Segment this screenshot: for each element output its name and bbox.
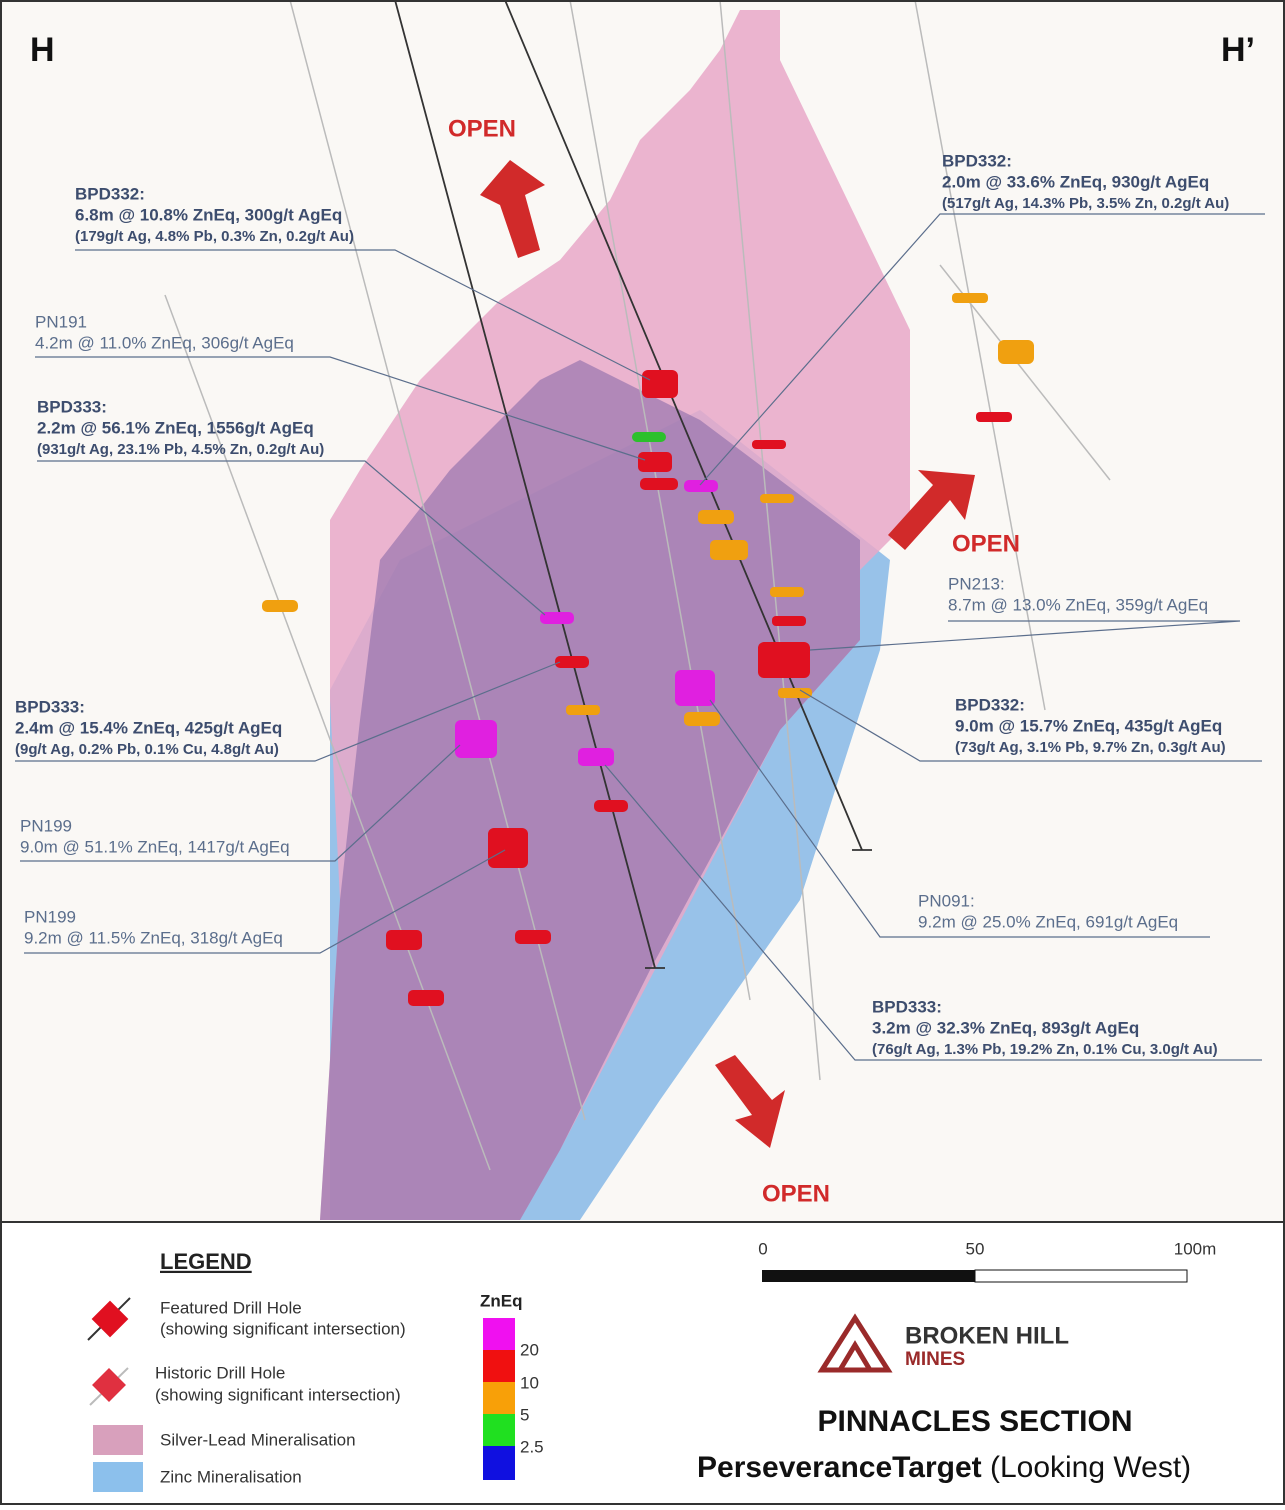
- legend-item: Historic Drill Hole: [155, 1363, 285, 1382]
- callout-line: 2.2m @ 56.1% ZnEq, 1556g/t AgEq: [37, 418, 314, 437]
- callout-line: 2.0m @ 33.6% ZnEq, 930g/t AgEq: [942, 172, 1209, 191]
- legend-title: LEGEND: [160, 1249, 252, 1274]
- callout-line: BPD333:: [15, 697, 85, 716]
- callout-line: PN091:: [918, 891, 975, 910]
- page: H H’ OPEN OPEN OPEN BPD332: 6.8m @ 10.8% …: [0, 0, 1285, 1505]
- callout-line: PN199: [20, 816, 72, 835]
- scale-bar: [762, 1270, 975, 1282]
- callout-line: 8.7m @ 13.0% ZnEq, 359g/t AgEq: [948, 595, 1208, 614]
- open-label: OPEN: [952, 530, 1020, 557]
- legend-item: Featured Drill Hole: [160, 1298, 302, 1317]
- callout-line: BPD332:: [75, 184, 145, 203]
- open-label: OPEN: [448, 115, 516, 142]
- callout-line: (9g/t Ag, 0.2% Pb, 0.1% Cu, 4.8g/t Au): [15, 741, 279, 758]
- scale-bar-label: 100m: [1174, 1239, 1217, 1258]
- scale-bar-label: 0: [758, 1239, 767, 1258]
- subtitle-normal: (Looking West): [990, 1451, 1191, 1484]
- callout-line: 9.2m @ 25.0% ZnEq, 691g/t AgEq: [918, 912, 1178, 931]
- logo-text: BROKEN HILL: [905, 1322, 1069, 1349]
- scale-label: 10: [520, 1373, 539, 1392]
- callout-line: PN191: [35, 312, 87, 331]
- callout-line: 2.4m @ 15.4% ZnEq, 425g/t AgEq: [15, 718, 282, 737]
- callout-line: (931g/t Ag, 23.1% Pb, 4.5% Zn, 0.2g/t Au…: [37, 441, 324, 458]
- scale-bar: [975, 1270, 1187, 1282]
- title: PINNACLES SECTION: [817, 1405, 1132, 1438]
- subtitle: PerseveranceTarget (Looking West): [697, 1451, 1191, 1484]
- callout-line: 6.8m @ 10.8% ZnEq, 300g/t AgEq: [75, 205, 342, 224]
- callout-line: PN199: [24, 907, 76, 926]
- scale-label: 2.5: [520, 1437, 544, 1456]
- callout-line: BPD333:: [872, 997, 942, 1016]
- section-left: H: [30, 31, 55, 69]
- callout-line: 9.2m @ 11.5% ZnEq, 318g/t AgEq: [24, 928, 283, 947]
- callout-line: 9.0m @ 15.7% ZnEq, 435g/t AgEq: [955, 716, 1222, 735]
- callout-line: BPD332:: [942, 151, 1012, 170]
- callout-line: 4.2m @ 11.0% ZnEq, 306g/t AgEq: [35, 333, 294, 352]
- logo-text: MINES: [905, 1349, 965, 1370]
- legend-item: (showing significant intersection): [155, 1385, 401, 1404]
- callout-line: (179g/t Ag, 4.8% Pb, 0.3% Zn, 0.2g/t Au): [75, 228, 354, 245]
- callout-line: 9.0m @ 51.1% ZnEq, 1417g/t AgEq: [20, 837, 290, 856]
- callout-line: (76g/t Ag, 1.3% Pb, 19.2% Zn, 0.1% Cu, 3…: [872, 1041, 1218, 1058]
- callout-line: PN213:: [948, 574, 1005, 593]
- scale-bar-label: 50: [966, 1239, 985, 1258]
- scale-label: 20: [520, 1340, 539, 1359]
- subtitle-bold: PerseveranceTarget: [697, 1451, 982, 1484]
- callout-line: (517g/t Ag, 14.3% Pb, 3.5% Zn, 0.2g/t Au…: [942, 195, 1229, 212]
- callout-line: BPD332:: [955, 695, 1025, 714]
- legend-item: (showing significant intersection): [160, 1319, 406, 1338]
- callout-line: 3.2m @ 32.3% ZnEq, 893g/t AgEq: [872, 1018, 1139, 1037]
- scale-title: ZnEq: [480, 1291, 523, 1310]
- open-label: OPEN: [762, 1180, 830, 1207]
- legend-item: Zinc Mineralisation: [160, 1467, 302, 1486]
- callout-line: BPD333:: [37, 397, 107, 416]
- section-right: H’: [1221, 31, 1255, 69]
- legend-item: Silver-Lead Mineralisation: [160, 1430, 356, 1449]
- callout-line: (73g/t Ag, 3.1% Pb, 9.7% Zn, 0.3g/t Au): [955, 739, 1226, 756]
- scale-label: 5: [520, 1405, 529, 1424]
